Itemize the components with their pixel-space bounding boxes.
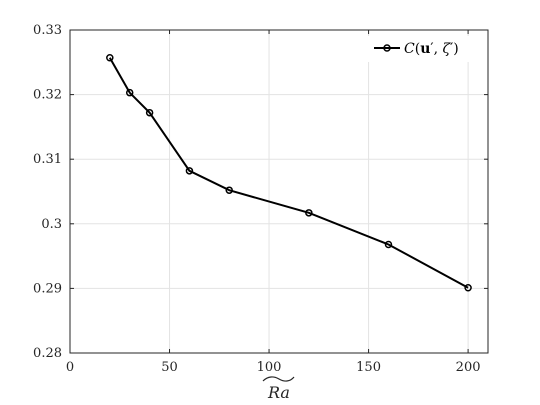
y-tick-label: 0.31: [33, 152, 62, 167]
x-tick-label: 200: [456, 360, 481, 375]
data-point: [305, 209, 313, 217]
data-point: [464, 284, 472, 292]
legend-close-paren: ): [453, 41, 458, 57]
legend-zeta: ζ: [442, 41, 451, 57]
data-point: [225, 186, 233, 194]
legend-label: C(u′, ζ′): [404, 41, 459, 57]
y-tick-label: 0.32: [33, 88, 62, 103]
legend-prime-1: ′: [430, 41, 433, 57]
x-axis-label-tilde: [262, 376, 295, 382]
legend-marker: [383, 44, 391, 52]
plot-area-border: [69, 29, 489, 354]
data-point: [145, 108, 154, 117]
grid: [69, 29, 488, 354]
legend-open-paren: (: [415, 41, 420, 57]
series-layer: [106, 54, 472, 292]
data-point: [384, 240, 393, 249]
legend-prime-2: ′: [450, 41, 453, 57]
y-tick-label: 0.29: [33, 281, 62, 296]
series-line: [108, 57, 469, 289]
data-point: [185, 167, 194, 175]
legend-u: u: [420, 41, 430, 57]
y-axis: 0.28 0.29 0.3 0.31 0.32 0.33: [33, 23, 488, 361]
y-tick-label: 0.3: [41, 217, 62, 232]
x-axis-label: Ra: [262, 376, 295, 402]
y-tick-label: 0.33: [33, 23, 62, 38]
x-tick-label: 100: [257, 360, 282, 375]
x-tick-label: 50: [161, 360, 178, 375]
legend-comma: ,: [434, 41, 443, 57]
x-tick-label: 150: [356, 360, 381, 375]
y-tick-label: 0.28: [33, 346, 62, 361]
x-tick-label: 0: [66, 360, 74, 375]
x-axis: 0 50 100 150 200: [66, 30, 481, 375]
x-axis-label-text: Ra: [267, 383, 290, 402]
data-point: [125, 88, 134, 97]
legend: C(u′, ζ′): [368, 36, 482, 62]
data-point: [106, 54, 114, 62]
legend-c: C: [404, 41, 415, 57]
